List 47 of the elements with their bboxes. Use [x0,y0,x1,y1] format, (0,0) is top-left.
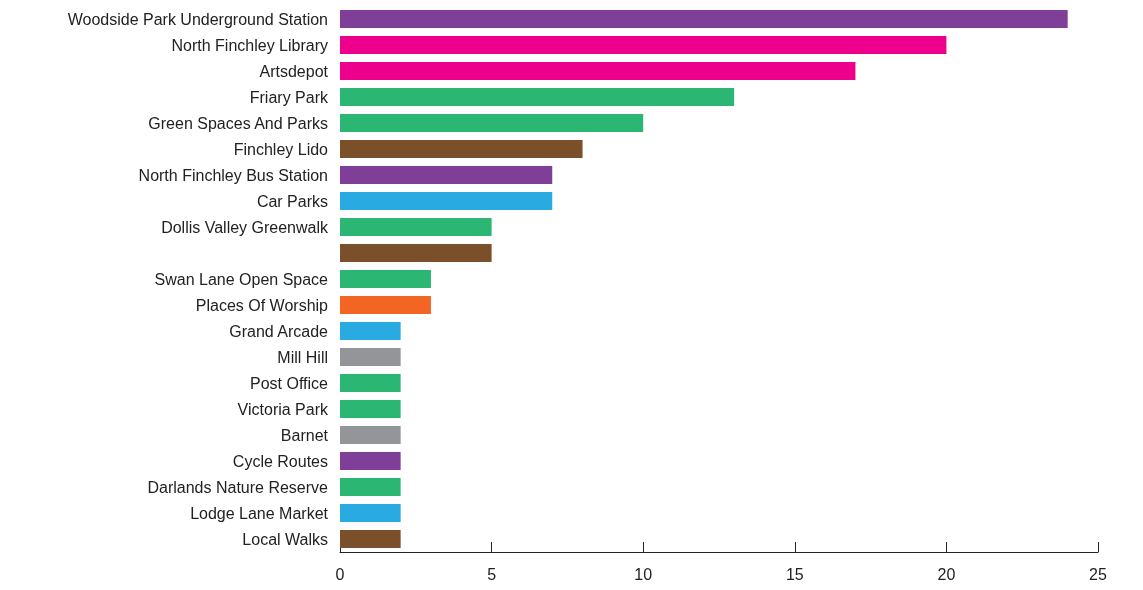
y-tick-label: Grand Arcade [229,322,329,340]
bar [340,217,492,237]
bar [340,451,401,471]
bar [340,477,401,497]
bar [340,425,401,445]
bar [340,503,401,523]
bar [340,191,553,211]
x-tick-label: 15 [785,565,804,583]
y-tick-label: Victoria Park [237,400,329,418]
y-tick-label: North Finchley Bus Station [138,166,328,184]
y-tick-label: Artsdepot [259,62,329,80]
bar [340,321,401,341]
y-tick-label: Local Walks [242,530,328,548]
y-tick-label: Mill Hill [277,348,328,366]
bar [340,529,401,549]
x-tick-label: 25 [1089,565,1107,583]
y-tick-label: Green Spaces And Parks [148,114,328,132]
x-tick-label: 5 [487,565,497,583]
x-tick-label: 10 [634,565,653,583]
y-tick-label: Cycle Routes [232,452,328,470]
y-tick-label: Car Parks [256,192,328,210]
bar [340,373,401,393]
bar [340,139,583,159]
bar [340,9,1068,29]
bar [340,87,735,107]
bar [340,61,856,81]
y-tick-label: Woodside Park Underground Station [67,10,328,28]
bar [340,295,431,315]
bar [340,243,492,263]
x-tick-label: 0 [335,565,345,583]
y-tick-label: Finchley Lido [233,140,329,158]
bar [340,347,401,367]
bar [340,269,431,289]
bar [340,165,553,185]
y-tick-label: Swan Lane Open Space [154,270,329,288]
x-tick-label: 20 [937,565,956,583]
y-tick-label: Places Of Worship [195,296,329,314]
y-tick-label: Darlands Nature Reserve [147,478,329,496]
y-tick-label: North Finchley Library [171,36,328,54]
y-tick-label: Lodge Lane Market [190,504,329,522]
y-tick-label: Friary Park [249,88,329,106]
y-tick-label: Dollis Valley Greenwalk [161,218,329,236]
bar [340,113,644,133]
y-tick-label: Post Office [250,374,329,392]
y-tick-label: Barnet [280,426,329,444]
bar [340,35,947,55]
bar [340,399,401,419]
